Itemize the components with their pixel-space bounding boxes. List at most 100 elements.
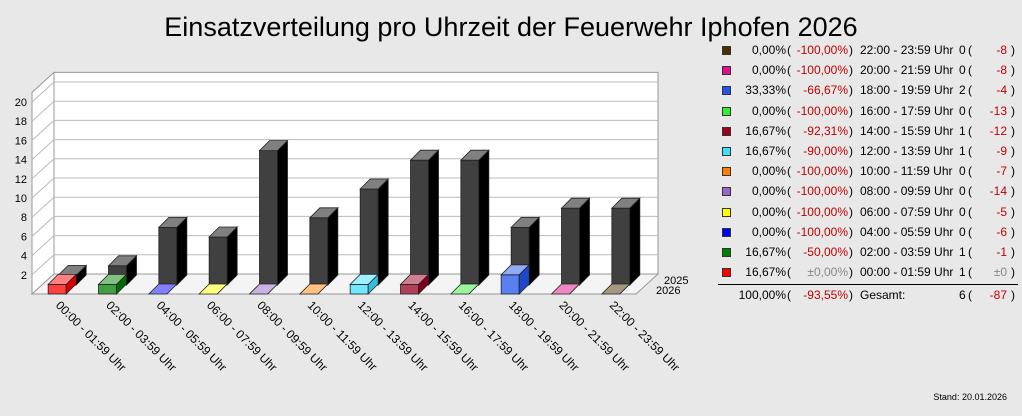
legend-count: 1: [959, 244, 966, 259]
paren-open: (: [968, 204, 972, 219]
paren-open: (: [968, 103, 972, 118]
legend-change: -100,00%: [796, 204, 848, 219]
paren-close: ): [849, 123, 853, 138]
legend-percent: 0,00%: [751, 63, 786, 78]
legend-row: 16,67%(-50,00%) 02:00 - 03:59 Uhr 1(-1): [718, 242, 1018, 262]
paren-open: (: [968, 184, 972, 199]
paren-close: ): [1011, 143, 1015, 158]
bar-top-face: [610, 197, 641, 209]
legend-timeslot: 22:00 - 23:59 Uhr: [860, 43, 954, 57]
legend-percent: 0,00%: [751, 164, 786, 179]
paren-close: ): [1011, 83, 1015, 98]
paren-close: ): [849, 184, 853, 199]
bar-2025: [610, 197, 641, 286]
paren-open: (: [968, 63, 972, 78]
legend-count: 0: [959, 204, 966, 219]
bar-top-face: [399, 273, 430, 285]
legend-percent: 0,00%: [751, 43, 786, 57]
legend-timeslot: 10:00 - 11:59 Uhr: [860, 164, 953, 179]
legend-change: -100,00%: [796, 164, 848, 179]
legend-swatch: [722, 167, 731, 177]
paren-open: (: [968, 143, 972, 158]
bar-2025: [157, 216, 188, 286]
y-tick-label: 10: [15, 193, 27, 205]
bar-side-face: [579, 197, 590, 286]
paren-close: ): [1011, 164, 1015, 179]
paren-open: (: [787, 265, 791, 280]
legend-change: ±0,00%: [807, 265, 848, 280]
legend-change: -100,00%: [796, 184, 848, 199]
grid-line: [31, 100, 55, 122]
legend-swatch: [722, 86, 731, 96]
grid-line: [31, 196, 55, 218]
y-tick-label: 14: [15, 155, 27, 167]
paren-open: (: [968, 123, 972, 138]
legend-change: -50,00%: [803, 244, 848, 259]
paren-close: ): [1011, 103, 1015, 118]
paren-close: ): [849, 288, 853, 303]
bar-top-face: [349, 273, 380, 285]
legend-count: 0: [959, 224, 966, 239]
paren-close: ): [849, 43, 853, 57]
bar-2026: [500, 263, 531, 295]
paren-open: (: [968, 265, 972, 280]
bars-2026: [47, 263, 631, 295]
paren-close: ): [849, 143, 853, 158]
legend-change: -90,00%: [803, 143, 848, 158]
bar-front-face: [611, 207, 631, 286]
bar-2025: [208, 226, 239, 286]
bar-2026: [600, 283, 631, 295]
legend-swatch: [722, 106, 731, 116]
legend-count: 1: [959, 265, 966, 280]
legend-timeslot: 06:00 - 07:59 Uhr: [860, 204, 954, 219]
bar-2026: [47, 273, 78, 295]
legend-timeslot: 02:00 - 03:59 Uhr: [860, 244, 954, 259]
paren-close: ): [1011, 288, 1015, 303]
total-diff: -87: [989, 288, 1007, 303]
legend-row: 0,00%(-100,00%) 16:00 - 17:59 Uhr 0(-13): [718, 101, 1018, 121]
paren-close: ): [1011, 184, 1015, 199]
y-tick-label: 16: [15, 135, 27, 147]
bar-top-face: [198, 283, 229, 295]
grid-line: [31, 139, 55, 160]
legend-row: 16,67%(-92,31%) 14:00 - 15:59 Uhr 1(-12): [718, 121, 1018, 141]
bar-front-face: [561, 207, 580, 286]
legend-swatch: [722, 187, 731, 197]
paren-open: (: [787, 43, 791, 57]
bar-2026: [550, 283, 581, 295]
bar-top-face: [459, 149, 490, 161]
bar-top-face: [409, 149, 440, 161]
paren-open: (: [968, 83, 972, 98]
legend-diff: -5: [996, 204, 1007, 219]
paren-close: ): [1011, 224, 1015, 239]
paren-close: ): [849, 63, 853, 78]
paren-close: ): [1011, 63, 1015, 78]
y-tick-label: 20: [15, 97, 27, 109]
grid-line: [31, 254, 55, 276]
paren-open: (: [968, 164, 972, 179]
legend-diff: -14: [989, 184, 1007, 199]
legend-swatch: [722, 126, 731, 136]
paren-close: ): [849, 244, 853, 259]
bar-2025: [409, 149, 440, 286]
grid-line: [31, 177, 55, 199]
legend-row: 0,00%(-100,00%) 04:00 - 05:59 Uhr 0(-6): [718, 222, 1018, 242]
legend-percent: 0,00%: [751, 224, 786, 239]
legend-diff: -8: [996, 63, 1007, 78]
bar-2025: [359, 178, 390, 286]
legend-swatch: [722, 268, 731, 278]
paren-close: ): [849, 204, 853, 219]
legend-count: 1: [959, 123, 966, 138]
legend-count: 1: [959, 143, 966, 158]
legend-change: -100,00%: [796, 224, 848, 239]
paren-open: (: [787, 83, 791, 98]
paren-open: (: [787, 123, 791, 138]
paren-close: ): [1011, 204, 1015, 219]
legend-count: 0: [959, 103, 966, 118]
grid-line: [31, 81, 55, 103]
legend-swatch: [722, 227, 731, 237]
bar-chart: 2 4 6 8 10 12 14 16 18 20 00:00 - 01:59 Uhr02:00 …: [15, 71, 688, 374]
bar-front-face: [98, 283, 117, 295]
legend-count: 0: [959, 43, 966, 57]
